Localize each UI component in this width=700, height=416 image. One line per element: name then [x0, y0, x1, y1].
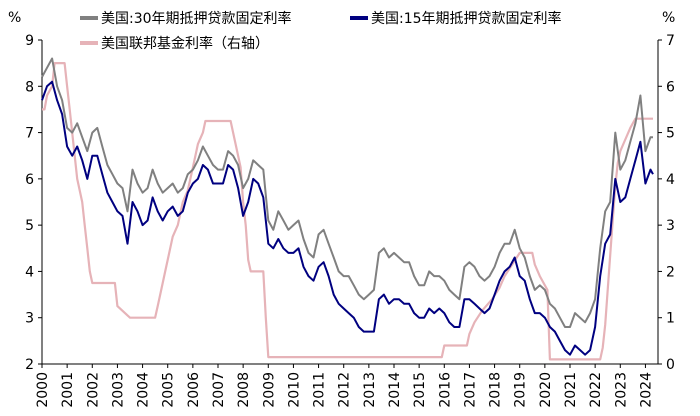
- legend-label-30y: 美国:30年期抵押贷款固定利率: [101, 10, 292, 27]
- x-tick-label: 2006: [186, 372, 202, 408]
- x-tick-label: 2001: [60, 372, 76, 408]
- x-tick-label: 2022: [588, 372, 604, 408]
- x-tick-label: 2020: [538, 372, 554, 408]
- x-tick-label: 2014: [387, 372, 403, 408]
- axes: 2 3 4 5 6 7 8 9 0 1 2 3 4 5 6 7 2000 2001 2002 2003 2004 2005…: [25, 33, 675, 408]
- x-tick-label: 2017: [462, 372, 478, 408]
- left-axis-unit: %: [8, 10, 21, 26]
- x-tick-label: 2015: [412, 372, 428, 408]
- left-tick-label: 3: [25, 311, 34, 327]
- series-line-0: [41, 57, 653, 328]
- right-tick-label: 1: [666, 311, 675, 327]
- left-tick-label: 9: [25, 33, 34, 49]
- x-tick-label: 2010: [286, 372, 302, 408]
- x-tick-label: 2004: [136, 372, 152, 408]
- x-tick-label: 2007: [211, 372, 227, 408]
- x-tick-label: 2016: [437, 372, 453, 408]
- legend-label-fed: 美国联邦基金利率（右轴）: [101, 35, 269, 52]
- series-layer: [41, 57, 654, 361]
- right-tick-label: 6: [666, 79, 675, 95]
- x-tick-label: 2002: [85, 372, 101, 408]
- right-tick-label: 7: [666, 33, 675, 49]
- left-tick-label: 2: [25, 357, 34, 373]
- right-tick-label: 5: [666, 126, 675, 142]
- series-line-1: [41, 80, 654, 356]
- x-tick-label: 2003: [110, 372, 126, 408]
- x-tick-label: 2011: [312, 372, 328, 408]
- left-tick-label: 4: [25, 264, 34, 280]
- x-tick-label: 2018: [488, 372, 504, 408]
- x-tick-label: 2012: [337, 372, 353, 408]
- right-tick-label: 3: [666, 218, 675, 234]
- legend-label-15y: 美国:15年期抵押贷款固定利率: [371, 10, 562, 27]
- x-tick-label: 2013: [362, 372, 378, 408]
- x-tick-label: 2021: [563, 372, 579, 408]
- right-tick-label: 2: [666, 264, 675, 280]
- right-axis-unit: %: [662, 10, 675, 26]
- left-tick-label: 6: [25, 172, 34, 188]
- left-tick-label: 5: [25, 218, 34, 234]
- x-tick-label: 2024: [638, 372, 654, 408]
- right-tick-label: 0: [666, 357, 675, 373]
- left-tick-label: 8: [25, 79, 34, 95]
- x-tick-label: 2008: [236, 372, 252, 408]
- x-tick-label: 2019: [513, 372, 529, 408]
- x-tick-label: 2009: [261, 372, 277, 408]
- left-tick-label: 7: [25, 126, 34, 142]
- legend: 美国:30年期抵押贷款固定利率 美国:15年期抵押贷款固定利率 美国联邦基金利率…: [80, 10, 562, 52]
- x-tick-label: 2005: [161, 372, 177, 408]
- x-tick-label: 2023: [613, 372, 629, 408]
- right-tick-label: 4: [666, 172, 675, 188]
- x-tick-label: 2000: [35, 372, 51, 408]
- series-line-2: [42, 62, 653, 361]
